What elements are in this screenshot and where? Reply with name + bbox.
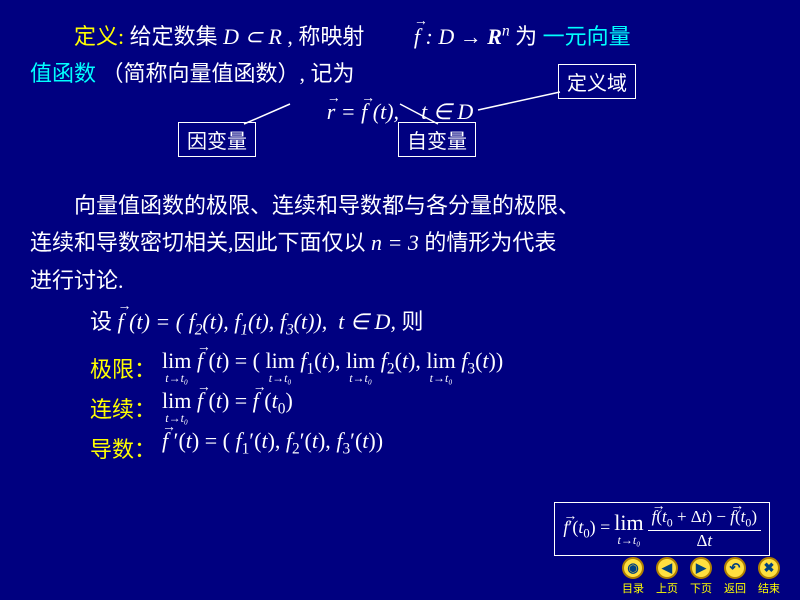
continuous-label: 连续： <box>90 386 156 424</box>
text: 为 <box>515 24 537 49</box>
toc-icon: ◉ <box>622 557 644 579</box>
callout-line-indep <box>398 102 448 126</box>
para-2-line-3: 进行讨论. <box>30 262 770 299</box>
para-2-line-2: 连续和导数密切相关,因此下面仅以 n = 3 的情形为代表 <box>30 224 770 261</box>
nav-end-button[interactable]: ✖ 结束 <box>758 557 780 596</box>
text: （简称向量值函数）, 记为 <box>102 61 355 86</box>
callout-line-domain <box>470 86 570 116</box>
next-icon: ▶ <box>690 557 712 579</box>
math-map: →f : D → Rn <box>370 24 515 49</box>
nav-back-button[interactable]: ↶ 返回 <box>724 557 746 596</box>
set-line: 设 →f (t) = ( f2(t), f1(t), f3(t)), t ∈ D… <box>90 303 770 344</box>
limit-row: 极限： limt→t₀ →f (t) = ( limt→t₀ f1(t), li… <box>90 346 770 384</box>
prev-icon: ◀ <box>656 557 678 579</box>
derivative-row: 导数： →f ′(t) = ( f1′(t), f2′(t), f3′(t)) <box>90 426 770 464</box>
nav-toc-button[interactable]: ◉ 目录 <box>622 557 644 596</box>
callout-line-dep <box>242 102 302 126</box>
limit-label: 极限： <box>90 346 156 384</box>
para-2-line-1: 向量值函数的极限、连续和导数都与各分量的极限、 <box>30 187 770 224</box>
vector-valued-fn-2: 值函数 <box>30 61 96 86</box>
text: 给定数集 <box>130 24 224 49</box>
math-d-sub-r: D ⊂ R <box>223 24 282 49</box>
para-1-line-1: 定义: 给定数集 D ⊂ R , 称映射 →f : D → Rn 为 一元向量 <box>30 18 770 55</box>
nav-next-button[interactable]: ▶ 下页 <box>690 557 712 596</box>
end-icon: ✖ <box>758 557 780 579</box>
nav-prev-button[interactable]: ◀ 上页 <box>656 557 678 596</box>
nav-bar: ◉ 目录 ◀ 上页 ▶ 下页 ↶ 返回 ✖ 结束 <box>622 557 780 596</box>
callout-dependent: 因变量 <box>178 122 256 157</box>
definition-label: 定义: <box>74 24 124 49</box>
derivative-definition-box: →f′(t0) = limt→t₀ →f(t0 + Δt) − →f(t0) Δ… <box>554 502 770 556</box>
vector-valued-fn-1: 一元向量 <box>543 24 631 49</box>
back-icon: ↶ <box>724 557 746 579</box>
para-1-line-2: 值函数 （简称向量值函数）, 记为 <box>30 55 770 92</box>
continuous-row: 连续： limt→t₀ →f (t) = →f (t0) <box>90 386 770 424</box>
text: , 称映射 <box>287 24 364 49</box>
callout-independent: 自变量 <box>398 122 476 157</box>
derivative-label: 导数： <box>90 426 156 464</box>
